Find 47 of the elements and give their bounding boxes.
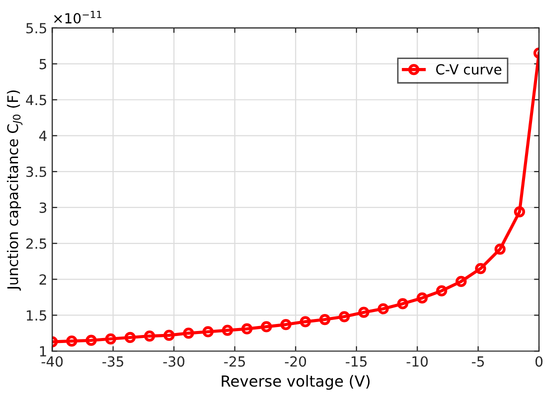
point [456, 276, 467, 288]
point [164, 330, 175, 341]
x-tick-label: -25 [224, 356, 245, 367]
y-tick-label: 5 [40, 58, 46, 70]
point [416, 292, 428, 304]
point [241, 323, 253, 334]
x-tick-label: 0 [535, 356, 542, 367]
point [124, 332, 136, 344]
text: ×10$^{−11}$ [54, 10, 102, 24]
point [222, 324, 234, 336]
point [260, 321, 272, 332]
y-axis-title: Junction capacitance C$_{J0}$ (F) [6, 90, 22, 291]
point [280, 318, 292, 330]
point [358, 306, 370, 318]
point [105, 333, 116, 344]
x-tick-label: -15 [346, 356, 367, 367]
point [436, 285, 448, 296]
x-tick-label: -30 [163, 356, 184, 367]
point [202, 326, 214, 338]
point [378, 303, 389, 314]
point [182, 328, 194, 339]
point [397, 298, 408, 310]
y-tick-label: 2.5 [26, 238, 46, 249]
point [514, 206, 526, 218]
point [144, 330, 156, 342]
y-tick-label: 5.5 [26, 23, 46, 34]
x-tick-label: -20 [284, 356, 306, 367]
x-tick-label: -10 [406, 356, 428, 367]
y-tick-label: 3 [40, 202, 46, 213]
y-tick-label: 3.5 [26, 166, 46, 178]
point [338, 311, 350, 322]
x-axis-title: Reverse voltage (V) [222, 374, 370, 390]
y-tick-label: 2 [40, 274, 46, 285]
point [319, 314, 330, 326]
point [66, 336, 78, 347]
x-tick-label: -5 [472, 356, 484, 367]
point [494, 244, 506, 255]
y-tick-label: 1 [40, 346, 46, 356]
y-tick-label: 4.5 [26, 94, 46, 106]
point [475, 262, 486, 274]
point [86, 334, 97, 346]
legend-label: C-V curve [436, 64, 502, 75]
point [300, 316, 311, 328]
y-tick-label: 4 [39, 130, 47, 141]
x-tick-label: -40 [42, 356, 63, 367]
y-tick-label: 1.5 [26, 310, 46, 321]
x-tick-label: -35 [102, 356, 124, 367]
